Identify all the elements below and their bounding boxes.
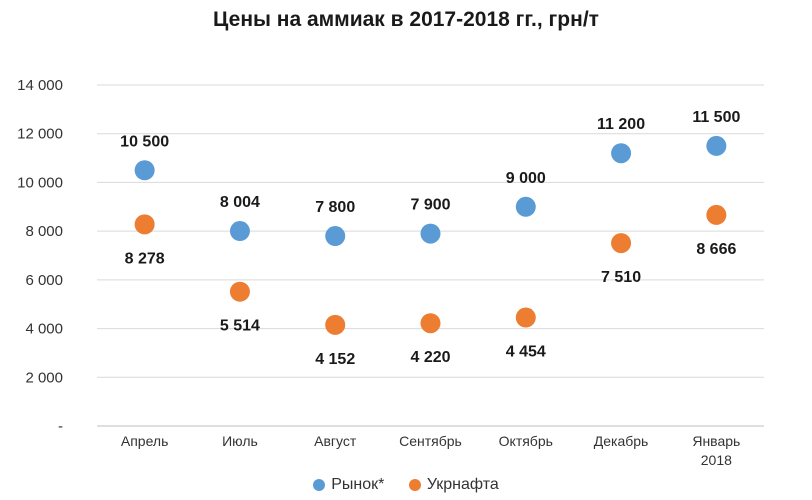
y-tick-label: 2 000 [25,369,63,386]
data-label-ukrnafta: 8 278 [125,250,165,267]
point-ukrnafta [420,313,441,334]
y-tick-label: 8 000 [25,223,63,240]
x-tick-label: 2018 [701,452,732,468]
point-market [325,226,346,247]
legend-marker-ukrnafta [408,479,421,491]
point-market [134,160,155,181]
point-market [611,143,632,164]
chart-legend: Рынок* Укрнафта [0,476,812,496]
point-ukrnafta [706,204,727,225]
data-label-market: 7 800 [315,199,355,216]
data-label-market: 7 900 [410,197,450,214]
data-label-ukrnafta: 4 220 [410,349,450,366]
data-label-ukrnafta: 8 666 [696,241,736,258]
legend-item-market[interactable]: Рынок* [313,476,384,494]
x-tick-label: Октябрь [499,433,553,449]
data-label-ukrnafta: 7 510 [601,269,641,286]
data-label-market: 10 500 [120,133,169,150]
point-ukrnafta [515,307,536,328]
data-label-market: 8 004 [220,194,260,211]
y-tick-label: 4 000 [25,321,63,338]
y-tick-label: 14 000 [17,77,63,94]
data-label-ukrnafta: 4 454 [506,344,546,361]
legend-label-market: Рынок* [331,476,385,493]
data-label-market: 9 000 [506,170,546,187]
x-tick-label: Август [314,433,357,449]
point-market [706,135,727,156]
data-label-ukrnafta: 5 514 [220,318,260,335]
y-tick-label: - [58,418,63,435]
point-market [515,196,536,217]
data-label-market: 11 500 [692,109,740,126]
legend-item-ukrnafta[interactable]: Укрнафта [408,476,499,494]
point-market [420,223,441,244]
legend-label-ukrnafta: Укрнафта [426,476,499,493]
legend-marker-market [313,479,326,491]
y-tick-label: 6 000 [25,272,63,289]
x-tick-label: Январь [692,433,740,449]
y-tick-label: 10 000 [17,174,63,191]
point-market [229,221,250,242]
data-label-ukrnafta: 4 152 [315,351,355,368]
point-ukrnafta [611,233,632,254]
x-tick-label: Декабрь [594,433,649,449]
x-tick-label: Апрель [121,433,169,449]
chart-title: Цены на аммиак в 2017-2018 гг., грн/т [213,8,599,31]
y-tick-label: 12 000 [17,126,63,143]
x-tick-label: Июль [222,433,258,449]
point-ukrnafta [325,314,346,335]
data-label-market: 11 200 [597,116,645,133]
x-tick-label: Сентябрь [399,433,462,449]
chart-plot: - 2 000 4 000 6 000 8 000 10 000 12 000 14 000 А… [17,77,764,468]
point-ukrnafta [229,281,250,302]
point-ukrnafta [134,214,155,235]
